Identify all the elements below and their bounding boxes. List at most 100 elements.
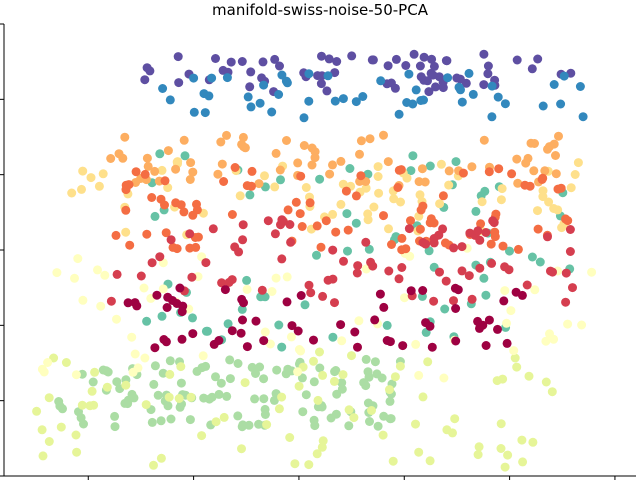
scatter-point bbox=[242, 275, 252, 285]
scatter-point bbox=[510, 353, 520, 363]
scatter-point bbox=[341, 186, 351, 196]
scatter-point bbox=[551, 169, 561, 179]
scatter-point bbox=[277, 215, 287, 225]
scatter-point bbox=[415, 224, 425, 234]
scatter-point bbox=[522, 280, 532, 290]
scatter-point bbox=[520, 180, 530, 190]
scatter-point bbox=[152, 290, 162, 300]
scatter-point bbox=[162, 303, 172, 312]
scatter-point bbox=[293, 326, 303, 336]
scatter-point bbox=[72, 447, 82, 457]
scatter-point bbox=[270, 54, 280, 64]
scatter-point bbox=[259, 394, 269, 404]
scatter-point bbox=[425, 161, 435, 171]
scatter-point bbox=[352, 268, 362, 278]
scatter-point bbox=[188, 329, 198, 339]
scatter-point bbox=[456, 85, 465, 95]
scatter-point bbox=[71, 430, 81, 440]
scatter-point bbox=[379, 130, 388, 140]
scatter-point bbox=[324, 54, 334, 64]
scatter-point bbox=[186, 158, 196, 168]
scatter-point bbox=[147, 258, 157, 268]
scatter-point bbox=[106, 154, 116, 163]
scatter-point bbox=[201, 326, 211, 336]
scatter-point bbox=[306, 288, 316, 298]
scatter-point bbox=[238, 315, 247, 325]
scatter-point bbox=[513, 244, 523, 254]
scatter-point bbox=[337, 336, 347, 346]
scatter-point bbox=[185, 229, 195, 239]
scatter-point bbox=[176, 378, 186, 388]
scatter-point bbox=[370, 315, 380, 325]
scatter-point bbox=[77, 184, 86, 194]
scatter-point bbox=[305, 198, 315, 208]
scatter-point bbox=[468, 89, 478, 99]
scatter-point bbox=[161, 228, 171, 238]
scatter-point bbox=[370, 357, 380, 367]
scatter-point bbox=[416, 205, 426, 215]
scatter-point bbox=[275, 61, 284, 71]
scatter-point bbox=[358, 92, 368, 101]
scatter-point bbox=[259, 336, 269, 346]
scatter-point bbox=[163, 146, 173, 156]
scatter-point bbox=[166, 414, 176, 424]
scatter-point bbox=[155, 149, 165, 159]
scatter-point bbox=[415, 190, 425, 200]
scatter-point bbox=[332, 57, 342, 66]
scatter-point bbox=[496, 195, 506, 205]
scatter-point bbox=[259, 80, 269, 90]
scatter-point bbox=[517, 435, 527, 445]
scatter-point bbox=[328, 160, 337, 170]
scatter-point bbox=[351, 218, 361, 228]
scatter-point bbox=[299, 113, 309, 123]
scatter-point bbox=[176, 362, 186, 372]
scatter-point bbox=[168, 296, 177, 305]
scatter-point bbox=[316, 242, 326, 252]
scatter-point bbox=[322, 86, 332, 96]
scatter-point bbox=[406, 216, 415, 226]
scatter-point bbox=[442, 56, 452, 66]
scatter-point bbox=[385, 337, 395, 347]
scatter-point bbox=[159, 335, 169, 344]
scatter-point bbox=[309, 356, 318, 366]
scatter-point bbox=[174, 394, 184, 403]
scatter-point bbox=[363, 398, 373, 408]
scatter-point bbox=[387, 240, 396, 249]
scatter-point bbox=[121, 205, 131, 215]
scatter-point bbox=[164, 392, 174, 402]
scatter-point bbox=[246, 67, 256, 77]
scatter-point bbox=[121, 380, 131, 390]
scatter-point bbox=[133, 363, 143, 373]
scatter-point bbox=[282, 136, 291, 145]
scatter-point bbox=[418, 392, 428, 402]
scatter-point bbox=[211, 372, 220, 382]
scatter-point bbox=[277, 392, 287, 402]
scatter-point bbox=[467, 162, 477, 172]
scatter-point bbox=[507, 169, 517, 179]
scatter-point bbox=[204, 394, 214, 404]
scatter-point bbox=[500, 262, 510, 272]
scatter-point bbox=[175, 283, 185, 293]
scatter-point bbox=[533, 206, 542, 216]
scatter-point bbox=[415, 61, 425, 71]
scatter-point bbox=[100, 270, 110, 280]
scatter-point bbox=[365, 134, 375, 144]
scatter-point bbox=[540, 166, 550, 176]
scatter-point bbox=[444, 180, 454, 190]
scatter-point bbox=[180, 151, 190, 161]
scatter-point bbox=[449, 296, 458, 306]
scatter-point bbox=[438, 224, 448, 234]
scatter-point bbox=[265, 339, 275, 349]
scatter-point bbox=[245, 82, 255, 92]
scatter-point bbox=[61, 358, 71, 367]
scatter-point bbox=[147, 193, 157, 202]
scatter-point bbox=[251, 369, 260, 378]
scatter-point bbox=[141, 400, 151, 410]
scatter-point bbox=[123, 298, 133, 308]
scatter-point bbox=[296, 291, 306, 300]
scatter-point bbox=[328, 332, 338, 342]
scatter-point bbox=[476, 219, 486, 229]
scatter-point bbox=[239, 298, 248, 308]
scatter-point bbox=[299, 141, 309, 150]
